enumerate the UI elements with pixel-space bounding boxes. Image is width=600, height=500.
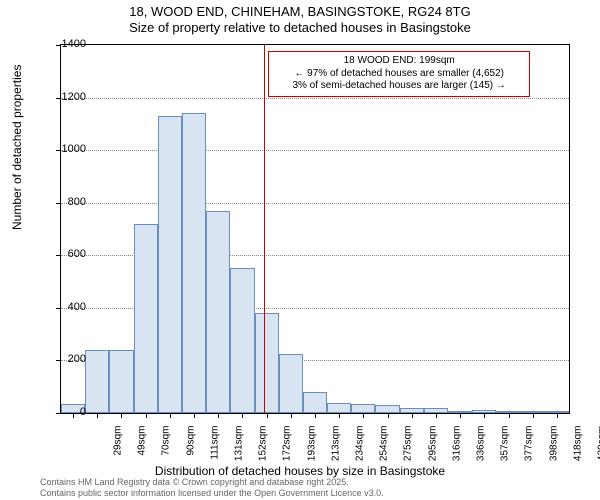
gridline bbox=[61, 203, 569, 204]
x-tick-mark bbox=[557, 413, 558, 418]
x-tick-label: 357sqm bbox=[500, 426, 511, 476]
x-tick-label: 172sqm bbox=[282, 426, 293, 476]
histogram-bar bbox=[255, 313, 279, 413]
x-tick-label: 234sqm bbox=[355, 426, 366, 476]
x-tick-label: 336sqm bbox=[475, 426, 486, 476]
x-tick-label: 398sqm bbox=[548, 426, 559, 476]
x-tick-mark bbox=[146, 413, 147, 418]
x-tick-label: 275sqm bbox=[403, 426, 414, 476]
histogram-bar bbox=[85, 350, 109, 413]
footer-line-1: Contains HM Land Registry data © Crown c… bbox=[40, 477, 384, 487]
x-tick-mark bbox=[121, 413, 122, 418]
x-tick-label: 254sqm bbox=[379, 426, 390, 476]
y-tick-label: 200 bbox=[46, 353, 86, 365]
annotation-line2: ← 97% of detached houses are smaller (4,… bbox=[275, 68, 523, 81]
histogram-bar bbox=[109, 350, 133, 413]
footer-line-2: Contains public sector information licen… bbox=[40, 488, 384, 498]
histogram-bar bbox=[351, 404, 375, 413]
title-line-2: Size of property relative to detached ho… bbox=[0, 20, 600, 36]
x-tick-mark bbox=[509, 413, 510, 418]
x-tick-mark bbox=[242, 413, 243, 418]
x-tick-label: 111sqm bbox=[209, 426, 220, 476]
annotation-line1: 18 WOOD END: 199sqm bbox=[275, 55, 523, 68]
y-tick-label: 0 bbox=[46, 406, 86, 418]
y-tick-label: 600 bbox=[46, 248, 86, 260]
x-tick-mark bbox=[436, 413, 437, 418]
x-tick-label: 377sqm bbox=[524, 426, 535, 476]
histogram-plot: 18 WOOD END: 199sqm← 97% of detached hou… bbox=[60, 44, 570, 414]
histogram-bar bbox=[327, 403, 351, 414]
marker-line bbox=[264, 45, 265, 413]
histogram-bar bbox=[182, 113, 206, 413]
histogram-bar bbox=[279, 354, 303, 413]
x-tick-label: 439sqm bbox=[596, 426, 600, 476]
histogram-bar bbox=[158, 116, 182, 413]
x-tick-mark bbox=[339, 413, 340, 418]
gridline bbox=[61, 98, 569, 99]
x-tick-mark bbox=[267, 413, 268, 418]
x-tick-mark bbox=[388, 413, 389, 418]
x-tick-mark bbox=[363, 413, 364, 418]
x-tick-mark bbox=[412, 413, 413, 418]
x-tick-label: 29sqm bbox=[113, 426, 124, 476]
x-tick-mark bbox=[291, 413, 292, 418]
x-tick-mark bbox=[484, 413, 485, 418]
x-tick-mark bbox=[194, 413, 195, 418]
histogram-bar bbox=[134, 224, 158, 413]
histogram-bar bbox=[375, 405, 399, 413]
x-tick-mark bbox=[533, 413, 534, 418]
histogram-bar bbox=[206, 211, 230, 413]
x-tick-mark bbox=[97, 413, 98, 418]
annotation-box: 18 WOOD END: 199sqm← 97% of detached hou… bbox=[268, 51, 530, 97]
x-tick-mark bbox=[460, 413, 461, 418]
gridline bbox=[61, 150, 569, 151]
x-tick-label: 213sqm bbox=[330, 426, 341, 476]
y-tick-label: 400 bbox=[46, 301, 86, 313]
histogram-bar bbox=[230, 268, 254, 413]
y-tick-label: 1000 bbox=[46, 143, 86, 155]
y-axis-label: Number of detached properties bbox=[10, 65, 24, 230]
y-tick-label: 1400 bbox=[46, 38, 86, 50]
x-tick-label: 90sqm bbox=[185, 426, 196, 476]
histogram-bar bbox=[303, 392, 327, 413]
x-tick-label: 49sqm bbox=[137, 426, 148, 476]
title-line-1: 18, WOOD END, CHINEHAM, BASINGSTOKE, RG2… bbox=[0, 4, 600, 20]
x-tick-mark bbox=[218, 413, 219, 418]
x-tick-label: 295sqm bbox=[427, 426, 438, 476]
x-tick-label: 152sqm bbox=[258, 426, 269, 476]
y-tick-label: 800 bbox=[46, 196, 86, 208]
x-tick-label: 193sqm bbox=[306, 426, 317, 476]
x-tick-label: 418sqm bbox=[572, 426, 583, 476]
x-tick-mark bbox=[170, 413, 171, 418]
x-tick-label: 70sqm bbox=[161, 426, 172, 476]
x-tick-label: 131sqm bbox=[234, 426, 245, 476]
annotation-line3: 3% of semi-detached houses are larger (1… bbox=[275, 80, 523, 93]
y-tick-label: 1200 bbox=[46, 91, 86, 103]
x-tick-mark bbox=[315, 413, 316, 418]
chart-title-block: 18, WOOD END, CHINEHAM, BASINGSTOKE, RG2… bbox=[0, 0, 600, 35]
x-tick-label: 316sqm bbox=[451, 426, 462, 476]
footer-attribution: Contains HM Land Registry data © Crown c… bbox=[40, 477, 384, 498]
